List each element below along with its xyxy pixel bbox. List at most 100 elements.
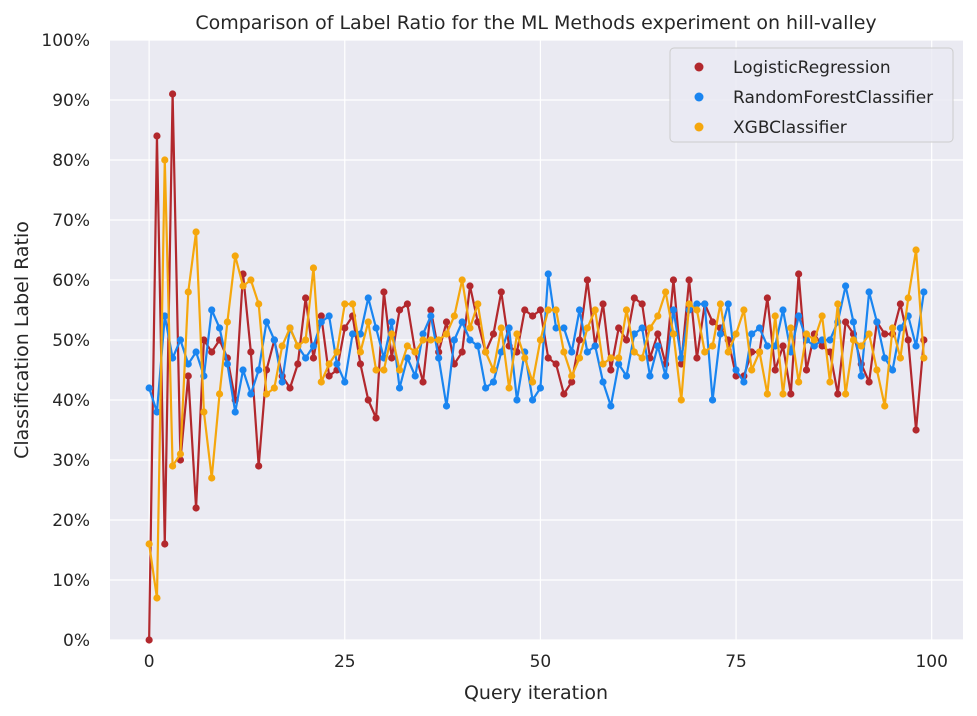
data-point	[849, 318, 858, 326]
data-point	[223, 360, 231, 368]
data-point	[779, 342, 787, 350]
data-point	[826, 378, 834, 386]
data-point	[638, 354, 646, 362]
data-point	[646, 372, 654, 380]
data-point	[552, 360, 560, 368]
data-point	[262, 390, 271, 398]
data-point	[247, 348, 255, 356]
data-point	[607, 354, 615, 362]
y-tick-label: 10%	[52, 571, 90, 591]
data-point	[466, 282, 474, 290]
data-point	[372, 324, 380, 332]
data-point	[920, 288, 928, 296]
data-point	[231, 252, 239, 260]
data-point	[896, 324, 904, 332]
data-point	[810, 342, 818, 350]
data-point	[732, 330, 740, 338]
data-point	[622, 336, 631, 344]
data-point	[489, 378, 498, 386]
data-point	[442, 330, 451, 338]
data-point	[200, 408, 208, 416]
x-tick-label: 100	[915, 652, 947, 672]
y-tick-label: 30%	[52, 451, 90, 471]
chart-title: Comparison of Label Ratio for the ML Met…	[195, 12, 876, 34]
data-point	[771, 312, 779, 320]
data-point	[654, 330, 662, 338]
data-point	[153, 594, 161, 602]
data-point	[474, 342, 482, 350]
data-point	[302, 294, 310, 302]
data-point	[779, 390, 787, 398]
data-point	[395, 366, 404, 374]
legend-marker	[694, 62, 704, 72]
data-point	[403, 354, 411, 362]
x-tick-label: 75	[725, 652, 747, 672]
data-point	[458, 348, 466, 356]
data-point	[615, 360, 623, 368]
data-point	[239, 282, 247, 290]
data-point	[763, 294, 771, 302]
data-point	[701, 348, 709, 356]
data-point	[364, 294, 372, 302]
data-point	[795, 312, 803, 320]
data-point	[528, 396, 537, 404]
data-point	[450, 312, 458, 320]
y-tick-label: 60%	[52, 271, 90, 291]
y-tick-label: 40%	[52, 391, 90, 411]
data-point	[708, 396, 717, 404]
data-point	[325, 372, 333, 380]
data-point	[333, 348, 341, 356]
data-point	[427, 306, 435, 314]
data-point	[309, 342, 318, 350]
data-point	[560, 390, 568, 398]
data-point	[560, 324, 568, 332]
data-point	[317, 378, 325, 386]
data-point	[622, 306, 631, 314]
data-point	[826, 336, 834, 344]
data-point	[583, 276, 591, 284]
data-point	[427, 312, 435, 320]
data-point	[881, 354, 889, 362]
data-point	[583, 348, 591, 356]
data-point	[302, 354, 310, 362]
series-xgbclassifier	[145, 156, 928, 602]
data-point	[255, 366, 263, 374]
data-point	[896, 300, 904, 308]
data-point	[482, 384, 490, 392]
y-tick-label: 70%	[52, 211, 90, 231]
data-point	[364, 318, 372, 326]
data-point	[842, 282, 850, 290]
legend: LogisticRegression RandomForestClassifier…	[669, 47, 954, 143]
data-point	[411, 372, 419, 380]
data-point	[161, 540, 169, 548]
data-point	[552, 324, 560, 332]
data-point	[528, 378, 537, 386]
x-axis-label: Query iteration	[464, 682, 608, 704]
data-point	[521, 354, 529, 362]
data-point	[521, 306, 529, 314]
data-point	[873, 318, 881, 326]
y-axis-label: Classification Label Ratio	[11, 221, 33, 459]
data-point	[724, 348, 732, 356]
data-point	[435, 336, 443, 344]
data-point	[145, 636, 153, 644]
data-point	[309, 264, 318, 272]
data-point	[881, 402, 889, 410]
data-point	[348, 330, 357, 338]
data-point	[654, 342, 662, 350]
data-point	[348, 300, 357, 308]
data-point	[380, 288, 388, 296]
data-point	[795, 378, 803, 386]
data-point	[482, 348, 490, 356]
data-point	[716, 300, 725, 308]
data-point	[888, 366, 897, 374]
data-point	[403, 300, 411, 308]
data-point	[255, 462, 263, 470]
data-point	[865, 288, 873, 296]
data-point	[341, 300, 349, 308]
data-point	[599, 300, 607, 308]
data-point	[325, 312, 333, 320]
data-point	[755, 348, 764, 356]
data-point	[411, 348, 419, 356]
data-point	[787, 324, 795, 332]
